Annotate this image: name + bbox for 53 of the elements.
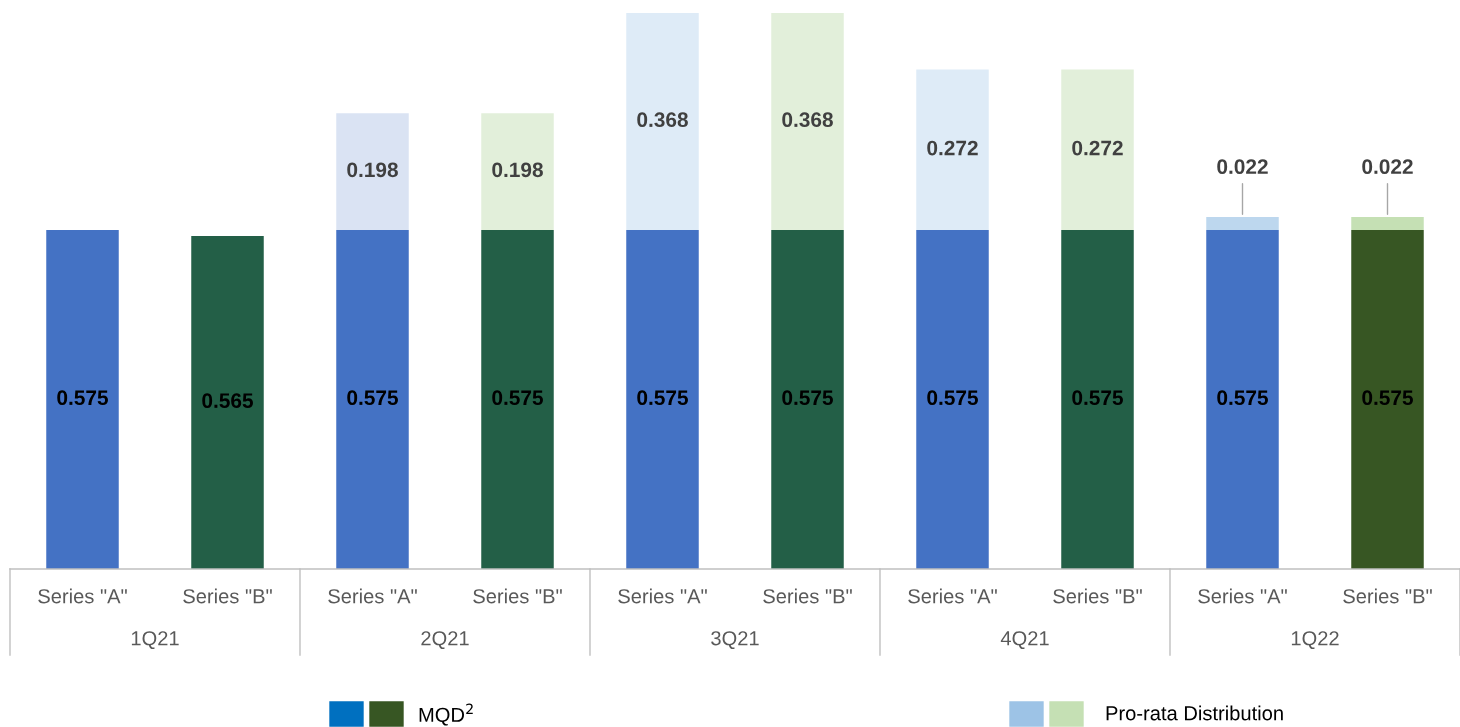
text: 4Q21	[1000, 631, 1049, 650]
data-label: 0.575	[782, 390, 833, 406]
x-tick-label: Series "B"	[473, 588, 562, 604]
bar	[46, 229, 119, 569]
text: 3Q21	[711, 631, 759, 650]
bar	[481, 229, 554, 569]
x-tick-label: Series "B"	[1053, 588, 1142, 604]
x-tick-label: Series "A"	[1198, 588, 1287, 604]
data-label: 0.575	[57, 390, 108, 406]
data-label: 0.575	[1362, 390, 1413, 406]
data-label: 0.575	[347, 390, 398, 406]
data-label: 0.575	[637, 390, 688, 406]
x-tick-label: Series "B"	[763, 588, 852, 604]
bar	[916, 69, 989, 230]
bar	[1206, 229, 1279, 569]
legend-label: MQD$^{2}$	[419, 703, 473, 726]
text: 1Q22	[1291, 631, 1339, 650]
bar	[1206, 217, 1279, 230]
bar	[191, 235, 264, 569]
data-label: 0.272	[1072, 140, 1123, 156]
data-label: 0.565	[202, 393, 253, 409]
bar	[626, 13, 699, 230]
legend-label: Pro-rata Distribution	[1106, 705, 1283, 721]
bar	[1351, 217, 1424, 230]
x-tick-label: Series "A"	[38, 588, 127, 604]
data-label: 0.022	[1217, 159, 1268, 174]
bar	[771, 229, 844, 569]
data-label: 0.575	[927, 390, 978, 406]
bar	[1061, 229, 1134, 569]
bar	[336, 229, 409, 569]
data-label: 0.198	[492, 162, 543, 178]
data-label: 0.575	[1072, 390, 1123, 406]
bar	[1351, 229, 1424, 569]
x-tick-label: Series "B"	[1343, 588, 1432, 604]
data-label: 0.575	[492, 390, 543, 406]
bar	[916, 229, 989, 569]
bar	[1061, 69, 1134, 230]
bar	[626, 229, 699, 569]
x-tick-label: Series "A"	[618, 588, 707, 604]
x-tick-label: Series "A"	[328, 588, 417, 604]
text: 1Q21	[131, 631, 179, 650]
x-tick-label: Series "A"	[908, 588, 997, 604]
x-tick-label: Series "B"	[183, 588, 272, 604]
data-label: 0.272	[927, 140, 978, 156]
bar	[771, 13, 844, 230]
data-label: 0.368	[637, 112, 688, 128]
data-label: 0.198	[347, 162, 398, 178]
text: 2Q21	[421, 631, 469, 650]
bar	[336, 113, 409, 230]
data-label: 0.368	[782, 112, 833, 128]
bar	[481, 113, 554, 230]
data-label: 0.022	[1362, 159, 1413, 174]
data-label: 0.575	[1217, 390, 1268, 406]
